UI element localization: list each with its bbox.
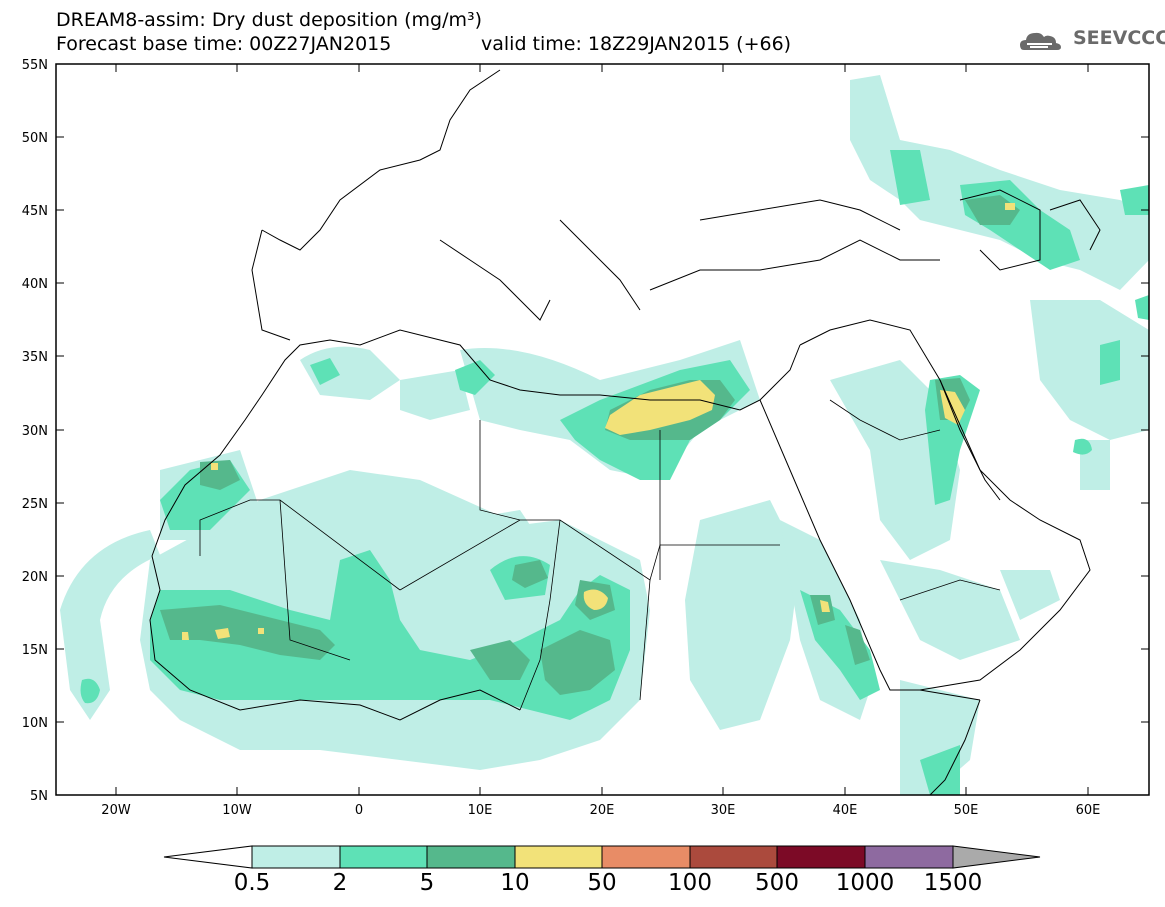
- lon-label: 50E: [954, 803, 979, 818]
- legend-swatch: [776, 845, 866, 869]
- latitude-labels: 55N 50N 45N 40N 35N 30N 25N 20N 15N 10N …: [22, 58, 48, 804]
- legend-swatch: [514, 845, 603, 869]
- lon-label: 0: [355, 803, 363, 818]
- longitude-labels: 20W 10W 0 10E 20E 30E 40E 50E 60E: [101, 803, 1100, 818]
- legend-label: 2: [332, 870, 348, 896]
- map-title: DREAM8-assim: Dry dust deposition (mg/m³…: [56, 9, 483, 31]
- legend-label: 1000: [835, 870, 895, 896]
- cloud-icon: [1020, 32, 1061, 50]
- lat-label: 50N: [22, 131, 48, 146]
- axis-ticks: [56, 63, 1149, 795]
- lon-label: 20W: [101, 803, 131, 818]
- legend-swatch-under: [163, 845, 253, 869]
- lat-label: 15N: [22, 643, 48, 658]
- seevccc-logo: SEEVCCC: [1073, 27, 1165, 49]
- legend-swatch-over: [952, 845, 1041, 869]
- legend-label: 5: [419, 870, 435, 896]
- valid-time: valid time: 18Z29JAN2015 (+66): [481, 33, 792, 55]
- legend-label: 100: [668, 870, 712, 896]
- coastlines: [149, 69, 1101, 795]
- lon-label: 10W: [222, 803, 252, 818]
- legend-swatch: [864, 845, 954, 869]
- lat-label: 25N: [22, 497, 48, 512]
- lat-label: 55N: [22, 58, 48, 73]
- lon-label: 60E: [1076, 803, 1101, 818]
- lon-label: 40E: [833, 803, 858, 818]
- legend-label: 10: [500, 870, 530, 896]
- legend-swatch: [426, 845, 516, 869]
- legend-swatch: [339, 845, 428, 869]
- level-10-50: [182, 203, 1015, 640]
- lon-label: 20E: [590, 803, 615, 818]
- legend-label: 1500: [923, 870, 983, 896]
- lat-label: 30N: [22, 424, 48, 439]
- legend-swatch: [251, 845, 341, 869]
- legend-colorbar: [163, 845, 1041, 869]
- lat-label: 10N: [22, 716, 48, 731]
- borders: [199, 399, 1001, 711]
- lat-label: 35N: [22, 350, 48, 365]
- legend-label: 0.5: [233, 870, 271, 896]
- legend-swatch: [689, 845, 778, 869]
- legend-swatch: [601, 845, 691, 869]
- dust-fields: [60, 75, 1149, 795]
- lon-label: 10E: [468, 803, 493, 818]
- forecast-base-time: Forecast base time: 00Z27JAN2015: [56, 33, 392, 55]
- lat-label: 5N: [30, 789, 48, 804]
- lat-label: 40N: [22, 277, 48, 292]
- legend-label: 500: [755, 870, 799, 896]
- legend-label: 50: [587, 870, 617, 896]
- lat-label: 20N: [22, 570, 48, 585]
- lon-label: 30E: [711, 803, 736, 818]
- lat-label: 45N: [22, 204, 48, 219]
